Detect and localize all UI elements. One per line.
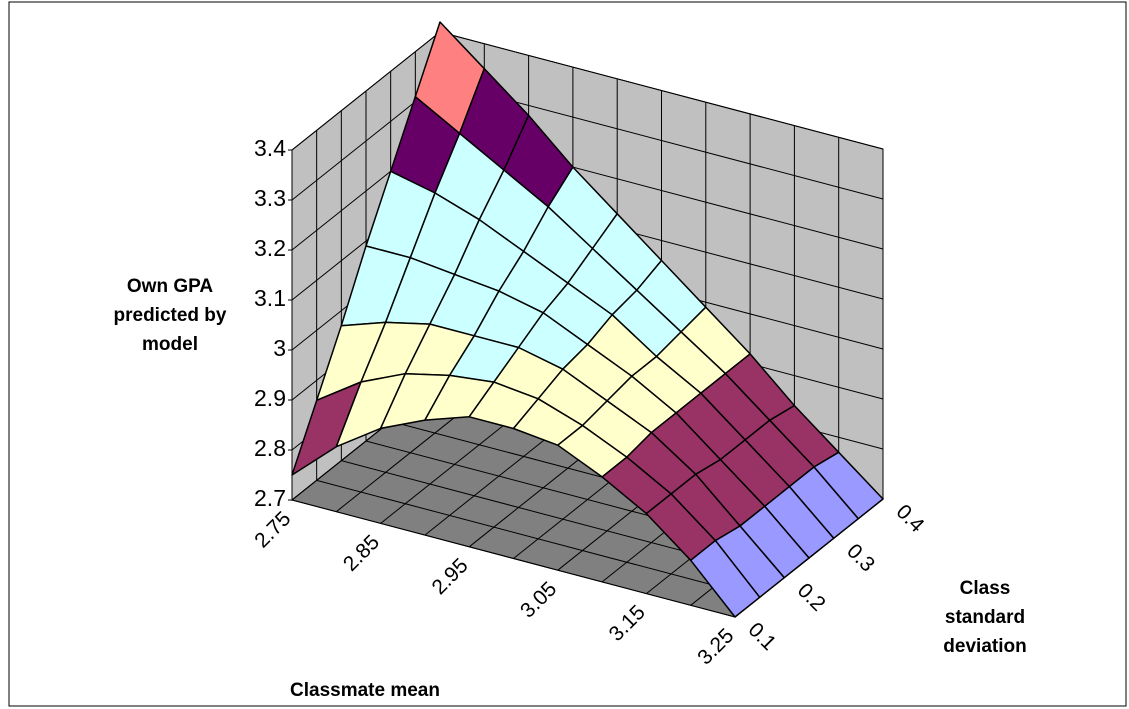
z-tick-label: 2.7 [254,485,286,511]
z-tick-label: 3.4 [254,135,286,161]
z-tick-label: 3.3 [254,185,286,211]
z-axis-title: Own GPA predicted by model [113,276,227,355]
z-tick-label: 3.1 [254,285,286,311]
z-tick-label: 2.8 [254,435,286,461]
z-tick-label: 3.2 [254,235,286,261]
x-axis-title: Classmate mean [290,680,440,701]
y-axis-title: Class standard deviation [943,578,1027,657]
surface-cell [689,539,761,618]
z-tick-label: 3 [273,335,286,361]
z-tick-label: 2.9 [254,385,286,411]
grid-line [316,479,760,598]
grid-line [291,499,736,618]
